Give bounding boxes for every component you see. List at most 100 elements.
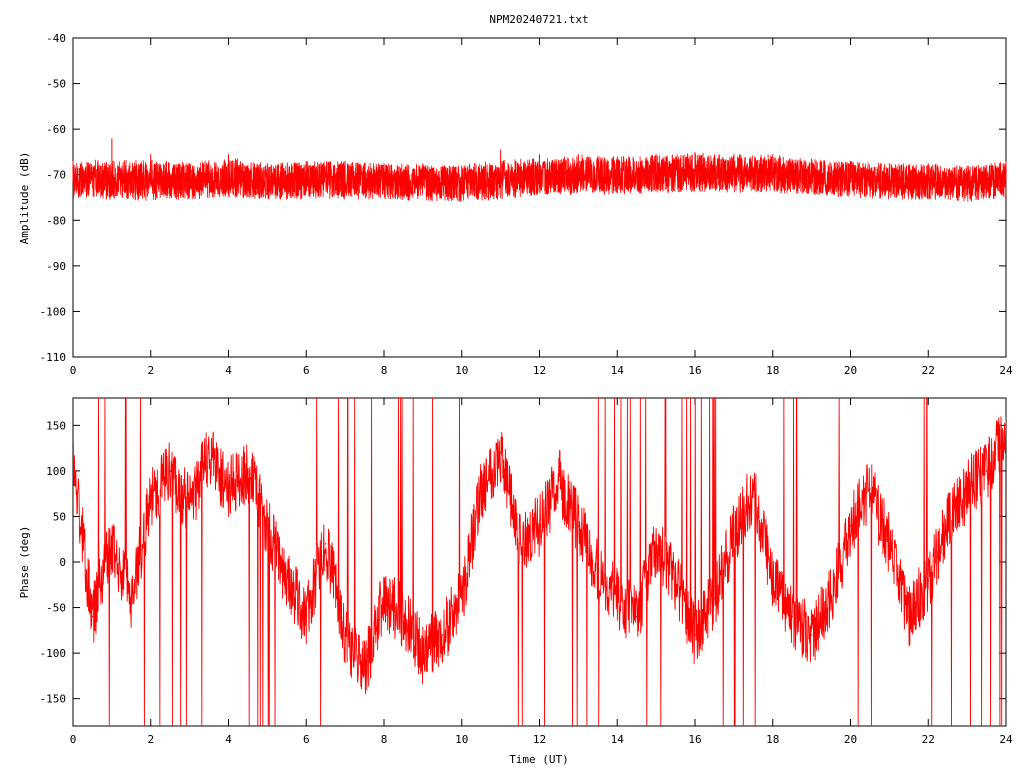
phase-data-point [169,470,171,472]
phase-x-tick-label: 0 [70,733,77,746]
phase-data-point [985,470,988,472]
amplitude-x-tick-label: 14 [611,364,625,377]
phase-data-point [869,488,871,490]
phase-data-point [149,497,152,500]
phase-data-point [791,615,793,618]
phase-series [72,398,1007,726]
phase-data-point [810,634,813,636]
phase-data-point [499,451,502,454]
phase-data-point [422,652,424,654]
amplitude-y-tick-label: -90 [46,260,66,273]
phase-y-tick-label: 150 [46,419,66,432]
phase-x-tick-label: 22 [922,733,935,746]
phase-data-point [1005,424,1007,427]
phase-data-point [538,524,541,527]
phase-data-point [305,615,308,618]
phase-data-point [946,524,949,527]
amplitude-y-tick-label: -40 [46,32,66,45]
phase-data-point [713,597,716,600]
phase-x-tick-label: 8 [381,733,388,746]
phase-data-point [577,524,580,527]
phase-x-tick-label: 2 [147,733,154,746]
phase-y-tick-label: 100 [46,465,66,478]
phase-x-tick-label: 6 [303,733,310,746]
phase-data-point [771,579,774,582]
phase-data-point [130,597,133,600]
amplitude-x-tick-label: 22 [922,364,935,377]
amplitude-y-tick-label: -70 [46,169,66,182]
phase-ticks: 0 2 4 6 8 10 12 14 16 18 20 22 24150100500-50-100-15… [40,398,1013,746]
phase-data-point [616,597,619,600]
amplitude-y-tick-label: -100 [40,305,67,318]
phase-data-point [247,470,249,472]
phase-data-point [441,634,444,636]
amplitude-x-tick-label: 20 [844,364,857,377]
phase-data-point [266,524,269,527]
phase-y-axis-label: Phase (deg) [18,526,31,599]
phase-data-point [344,634,346,636]
phase-data-point [674,579,677,582]
amplitude-x-tick-label: 6 [303,364,310,377]
phase-data-point [733,533,735,536]
phase-data-point [91,615,94,618]
amplitude-x-tick-label: 0 [70,364,77,377]
phase-data-point [402,615,405,618]
phase-data-point [480,488,482,490]
phase-data-point [830,597,832,600]
time-x-axis-label: Time (UT) [509,753,569,766]
phase-data-point [227,488,230,490]
phase-data-point [655,542,657,545]
phase-data-point [966,488,968,490]
amplitude-ticks: 0 2 4 6 8 10 12 14 16 18 20 22 24-40-50-60-70-80-90-… [40,32,1013,377]
amplitude-y-tick-label: -80 [46,214,66,227]
amplitude-y-axis-label: Amplitude (dB) [18,152,31,245]
phase-data-point [849,524,852,527]
phase-data-point [208,451,210,454]
phase-data-point [597,570,599,572]
phase-data-point [908,615,910,618]
amplitude-x-tick-label: 2 [147,364,154,377]
phase-x-tick-label: 12 [533,733,546,746]
amplitude-x-tick-label: 18 [766,364,779,377]
amplitude-panel: 0 2 4 6 8 10 12 14 16 18 20 22 24-40-50-60-70-80-90-… [18,32,1013,377]
phase-y-tick-label: -150 [40,693,67,706]
amplitude-frame [72,37,1007,358]
chart-title: NPM20240721.txt [489,13,588,26]
amplitude-x-tick-label: 12 [533,364,546,377]
phase-data-point [694,634,696,636]
amplitude-x-tick-label: 16 [688,364,701,377]
phase-y-tick-label: 50 [53,510,66,523]
phase-data-point [888,542,891,545]
phase-data-point [558,479,560,481]
phase-y-tick-label: -50 [46,602,66,615]
phase-y-tick-label: 0 [59,556,66,569]
phase-data-point [286,579,288,582]
amplitude-x-tick-label: 8 [381,364,388,377]
phase-data-point [519,542,521,545]
phase-data-point [188,506,191,509]
phase-x-tick-label: 10 [455,733,468,746]
amplitude-x-tick-label: 24 [999,364,1013,377]
amplitude-y-tick-label: -110 [40,351,67,364]
phase-data-point [460,597,463,600]
phase-x-tick-label: 16 [688,733,701,746]
phase-x-tick-label: 24 [999,733,1013,746]
phase-y-tick-label: -100 [40,647,67,660]
phase-x-tick-label: 20 [844,733,857,746]
phase-data-point [383,597,385,600]
phase-data-point [324,542,327,545]
phase-series-line [73,398,1006,726]
phase-panel: 0 2 4 6 8 10 12 14 16 18 20 22 24150100500-50-100-15… [18,397,1013,766]
phase-x-tick-label: 18 [766,733,779,746]
phase-data-point [752,488,755,490]
phase-data-point [363,670,366,673]
phase-x-tick-label: 14 [611,733,625,746]
phase-data-point [111,542,113,545]
phase-data-point [72,460,74,463]
amplitude-y-tick-label: -50 [46,78,66,91]
amplitude-y-tick-label: -60 [46,123,66,136]
amplitude-x-tick-label: 10 [455,364,468,377]
amplitude-x-tick-label: 4 [225,364,232,377]
phase-data-point [635,615,638,618]
